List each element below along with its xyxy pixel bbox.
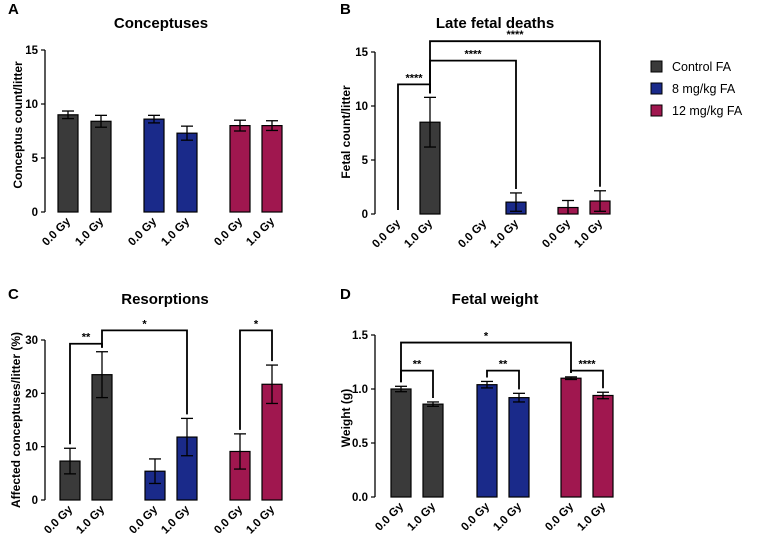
y-tick-label: 10 bbox=[25, 442, 38, 454]
x-tick-label: 0.0 Gy bbox=[42, 503, 75, 536]
significance-bracket bbox=[486, 369, 520, 390]
y-tick-label: 15 bbox=[25, 45, 38, 57]
x-tick-label: 0.0 Gy bbox=[373, 500, 406, 533]
significance-label: * bbox=[142, 318, 147, 330]
y-tick-label: 15 bbox=[355, 47, 368, 59]
y-axis-label: Conceptus count/litter bbox=[11, 61, 25, 189]
x-tick-label: 1.0 Gy bbox=[73, 215, 106, 248]
x-tick-label: 1.0 Gy bbox=[402, 217, 435, 250]
y-tick-label: 20 bbox=[25, 388, 38, 400]
y-tick-label: 5 bbox=[362, 155, 369, 167]
bar bbox=[261, 124, 283, 213]
x-tick-label: 0.0 Gy bbox=[540, 217, 573, 250]
significance-bracket bbox=[429, 40, 601, 187]
significance-bracket bbox=[400, 341, 572, 383]
panel-c-resorptions: C Resorptions Affected conceptuses/litte… bbox=[8, 286, 283, 537]
x-tick-label: 1.0 Gy bbox=[488, 217, 521, 250]
x-tick-label: 0.0 Gy bbox=[212, 215, 245, 248]
significance-label: ** bbox=[499, 359, 508, 371]
x-tick-label: 1.0 Gy bbox=[491, 500, 524, 533]
y-axis-label: Weight (g) bbox=[339, 389, 353, 447]
x-tick-label: 0.0 Gy bbox=[212, 503, 245, 536]
y-tick-label: 30 bbox=[25, 335, 38, 347]
y-tick-label: 0 bbox=[32, 207, 38, 219]
panel-letter: D bbox=[340, 286, 351, 303]
x-tick-label: 0.0 Gy bbox=[126, 215, 159, 248]
x-tick-label: 1.0 Gy bbox=[159, 503, 192, 536]
bar bbox=[57, 114, 79, 213]
bar bbox=[592, 394, 614, 498]
legend-label: 12 mg/kg FA bbox=[672, 104, 743, 118]
y-tick-label: 10 bbox=[355, 101, 368, 113]
bar bbox=[390, 388, 412, 498]
panel-letter: B bbox=[340, 1, 351, 18]
chart-title: Resorptions bbox=[121, 291, 209, 308]
bar bbox=[508, 397, 530, 498]
panel-d-fetal-weight: D Fetal weight Weight (g) 0.0 0.5 1.0 1.5 0.… bbox=[339, 286, 614, 534]
bar bbox=[422, 403, 444, 498]
y-tick-label: 10 bbox=[25, 99, 38, 111]
chart-title: Late fetal deaths bbox=[436, 15, 554, 32]
y-axis-label: Fetal count/litter bbox=[339, 85, 353, 179]
panel-letter: C bbox=[8, 286, 19, 303]
y-tick-label: 0.0 bbox=[352, 492, 368, 504]
legend-swatch bbox=[650, 60, 663, 73]
x-tick-label: 1.0 Gy bbox=[159, 215, 192, 248]
y-axis-label: Affected conceptuses/litter (%) bbox=[9, 332, 23, 508]
significance-label: **** bbox=[506, 29, 524, 41]
panel-b-late-fetal-deaths: B Late fetal deaths Fetal count/litter 0… bbox=[339, 1, 611, 251]
bar bbox=[90, 120, 112, 213]
legend-swatch bbox=[650, 104, 663, 117]
x-tick-label: 1.0 Gy bbox=[244, 503, 277, 536]
significance-bracket bbox=[101, 329, 188, 415]
x-tick-label: 1.0 Gy bbox=[405, 500, 438, 533]
bar bbox=[176, 132, 198, 213]
significance-label: * bbox=[484, 331, 489, 343]
significance-label: ** bbox=[413, 359, 422, 371]
x-tick-label: 0.0 Gy bbox=[456, 217, 489, 250]
legend-label: Control FA bbox=[672, 60, 732, 74]
x-tick-label: 0.0 Gy bbox=[370, 217, 403, 250]
significance-label: **** bbox=[578, 359, 596, 371]
y-tick-label: 5 bbox=[32, 153, 39, 165]
y-tick-label: 1.5 bbox=[352, 330, 369, 342]
significance-bracket bbox=[239, 329, 273, 430]
legend: Control FA 8 mg/kg FA 12 mg/kg FA bbox=[650, 60, 743, 118]
x-tick-label: 1.0 Gy bbox=[244, 215, 277, 248]
chart-title: Fetal weight bbox=[452, 291, 539, 308]
panel-a-conceptuses: A Conceptuses Conceptus count/litter 0 5 1… bbox=[8, 1, 283, 249]
legend-swatch bbox=[650, 82, 663, 95]
x-tick-label: 1.0 Gy bbox=[74, 503, 107, 536]
x-tick-label: 0.0 Gy bbox=[459, 500, 492, 533]
x-tick-label: 0.0 Gy bbox=[543, 500, 576, 533]
significance-label: **** bbox=[464, 49, 482, 61]
panel-letter: A bbox=[8, 1, 19, 18]
chart-title: Conceptuses bbox=[114, 15, 208, 32]
bar bbox=[143, 118, 165, 213]
x-tick-label: 0.0 Gy bbox=[127, 503, 160, 536]
significance-label: * bbox=[254, 318, 259, 330]
y-tick-label: 0 bbox=[32, 495, 38, 507]
x-tick-label: 1.0 Gy bbox=[575, 500, 608, 533]
bar bbox=[476, 384, 498, 498]
significance-label: ** bbox=[82, 332, 91, 344]
y-tick-label: 0 bbox=[362, 209, 368, 221]
bar bbox=[388, 214, 408, 215]
significance-label: **** bbox=[405, 72, 423, 84]
bar bbox=[474, 214, 494, 215]
y-tick-label: 1.0 bbox=[352, 384, 368, 396]
bar bbox=[229, 124, 251, 213]
bar bbox=[560, 377, 582, 498]
legend-label: 8 mg/kg FA bbox=[672, 82, 736, 96]
significance-bracket bbox=[429, 59, 517, 189]
x-tick-label: 1.0 Gy bbox=[572, 217, 605, 250]
y-tick-label: 0.5 bbox=[352, 438, 369, 450]
x-tick-label: 0.0 Gy bbox=[40, 215, 73, 248]
